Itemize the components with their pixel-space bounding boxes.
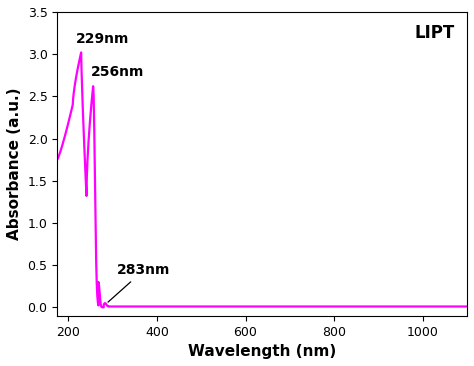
- Y-axis label: Absorbance (a.u.): Absorbance (a.u.): [7, 87, 22, 240]
- X-axis label: Wavelength (nm): Wavelength (nm): [188, 344, 336, 359]
- Text: 229nm: 229nm: [76, 32, 130, 46]
- Text: LIPT: LIPT: [414, 24, 455, 42]
- Text: 256nm: 256nm: [91, 66, 144, 79]
- Text: 283nm: 283nm: [108, 263, 171, 302]
